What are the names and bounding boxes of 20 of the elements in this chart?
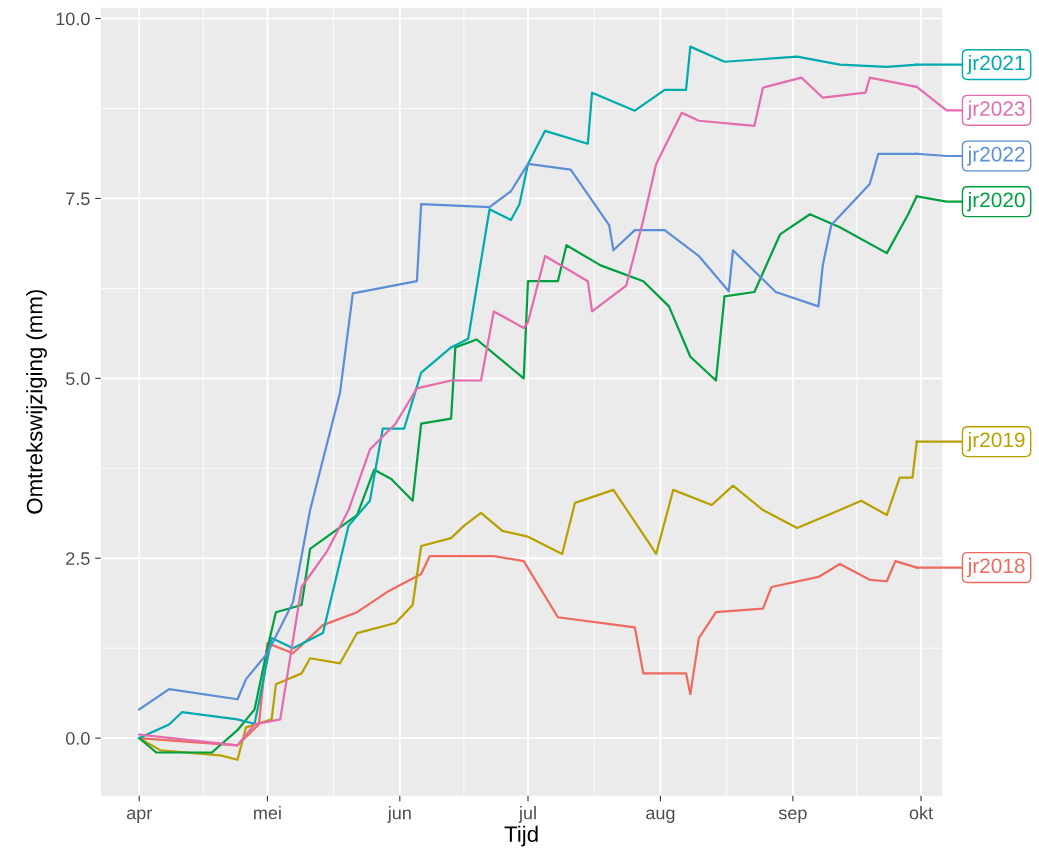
legend-label: jr2021 xyxy=(967,54,1025,75)
y-axis-title: Omtrekswijziging (mm) xyxy=(26,290,47,514)
y-tick-label: 7.5 xyxy=(66,192,90,206)
x-tick-label: mei xyxy=(254,806,281,820)
legend-label: jr2019 xyxy=(967,431,1025,452)
y-tick-label: 10.0 xyxy=(56,12,90,26)
y-tick-label: 0.0 xyxy=(65,732,90,745)
x-tick-label: sep xyxy=(778,809,807,823)
x-axis-title: Tijd xyxy=(504,825,538,847)
legend-label: jr2023 xyxy=(967,100,1025,121)
y-tick-label: 5.0 xyxy=(65,372,90,386)
x-tick-label: apr xyxy=(126,809,152,823)
legend-label: jr2018 xyxy=(967,557,1025,578)
x-tick-label: jul xyxy=(518,806,536,823)
legend-label: jr2020 xyxy=(967,192,1025,212)
legend-label: jr2022 xyxy=(967,146,1025,166)
y-tick-label: 2.5 xyxy=(66,552,90,565)
x-tick-label: aug xyxy=(646,809,675,823)
x-tick-label: jun xyxy=(387,806,411,823)
x-tick-label: okt xyxy=(909,806,933,820)
